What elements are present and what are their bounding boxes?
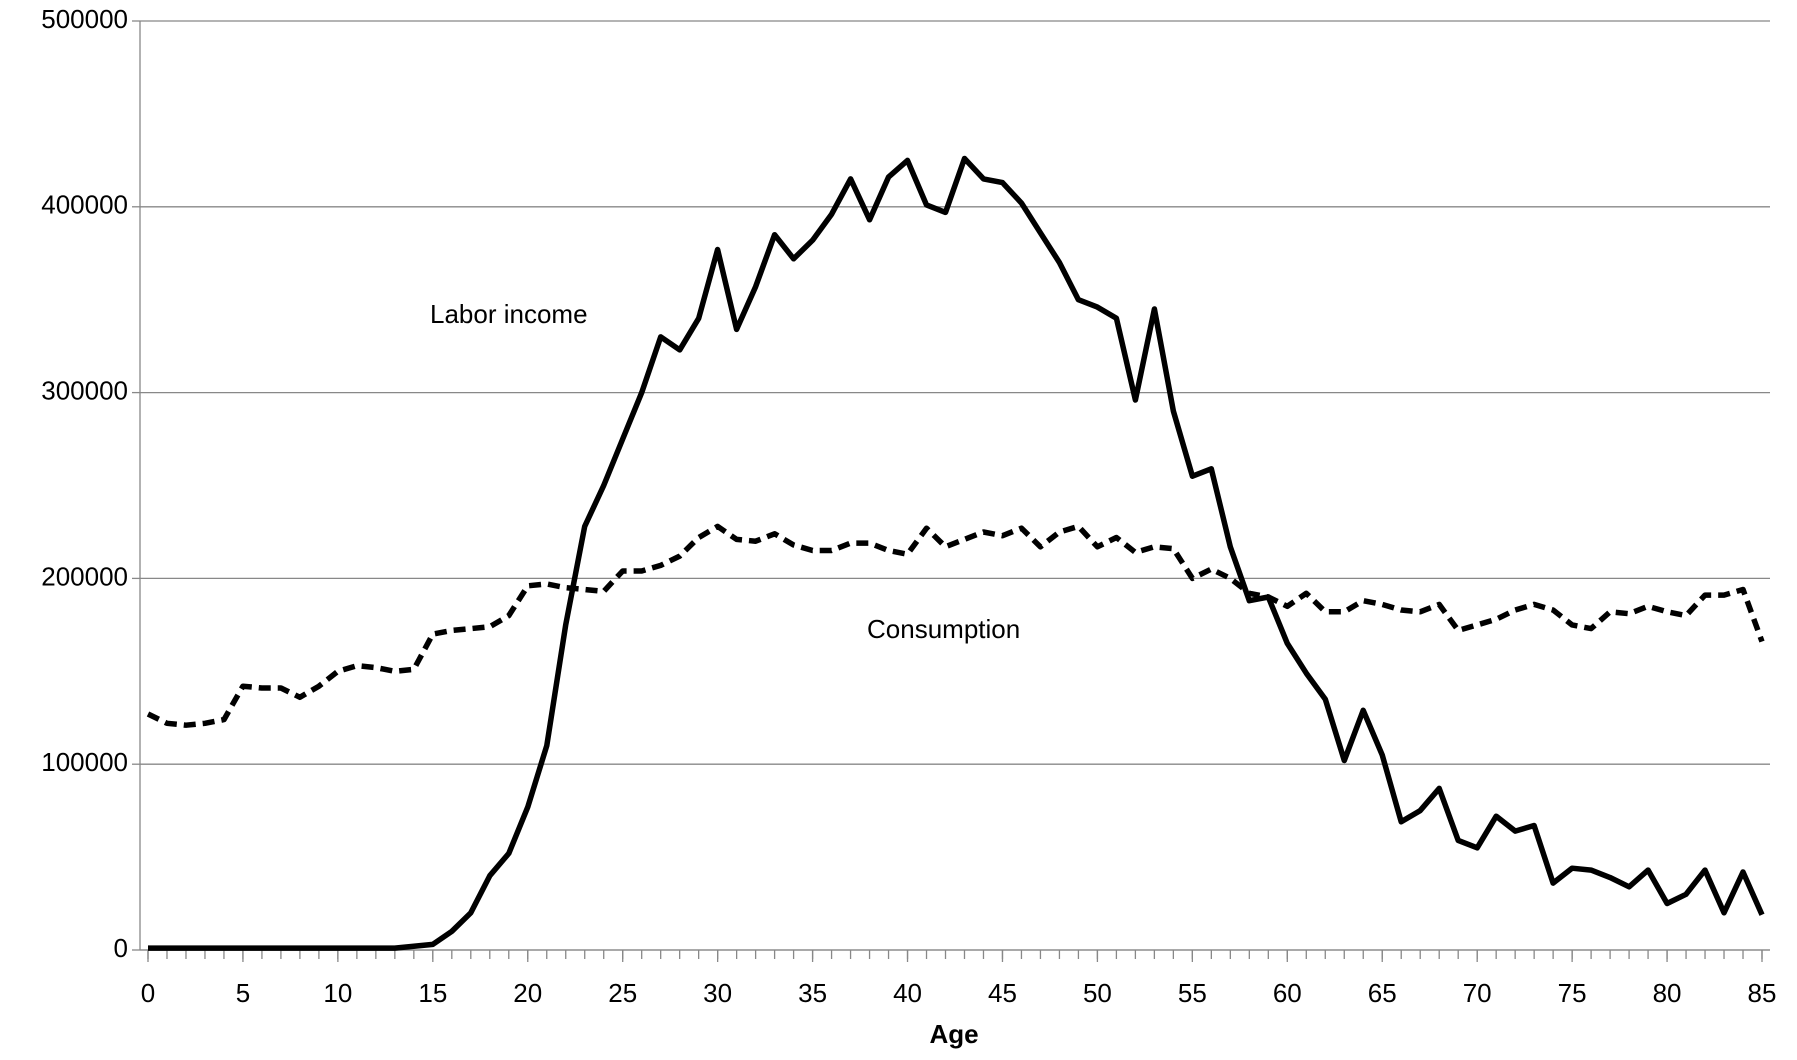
series-line	[148, 155, 1765, 951]
x-tick-label: 55	[1178, 978, 1207, 1008]
x-tick-label: 50	[1083, 978, 1112, 1008]
y-tick-label: 400000	[41, 190, 128, 220]
x-tick-label: 45	[988, 978, 1017, 1008]
x-tick-label: 15	[418, 978, 447, 1008]
y-tick-label: 0	[114, 933, 128, 963]
y-tick-label: 500000	[41, 4, 128, 34]
x-tick-label: 10	[323, 978, 352, 1008]
x-tick-label: 5	[236, 978, 250, 1008]
x-tick-label: 70	[1463, 978, 1492, 1008]
x-tick-label: 85	[1748, 978, 1777, 1008]
x-tick-label: 80	[1653, 978, 1682, 1008]
x-tick-label: 30	[703, 978, 732, 1008]
x-tick-label: 60	[1273, 978, 1302, 1008]
x-tick-label: 75	[1558, 978, 1587, 1008]
x-axis-label: Age	[929, 1019, 978, 1049]
x-tick-label: 20	[513, 978, 542, 1008]
series-line	[146, 523, 1765, 728]
x-tick-label: 40	[893, 978, 922, 1008]
series-annotation: Consumption	[867, 614, 1020, 644]
y-tick-label: 100000	[41, 747, 128, 777]
x-tick-label: 0	[141, 978, 155, 1008]
series-annotation: Labor income	[430, 299, 588, 329]
x-tick-label: 25	[608, 978, 637, 1008]
y-tick-label: 200000	[41, 561, 128, 591]
x-tick-label: 35	[798, 978, 827, 1008]
y-tick-label: 300000	[41, 375, 128, 405]
x-tick-label: 65	[1368, 978, 1397, 1008]
